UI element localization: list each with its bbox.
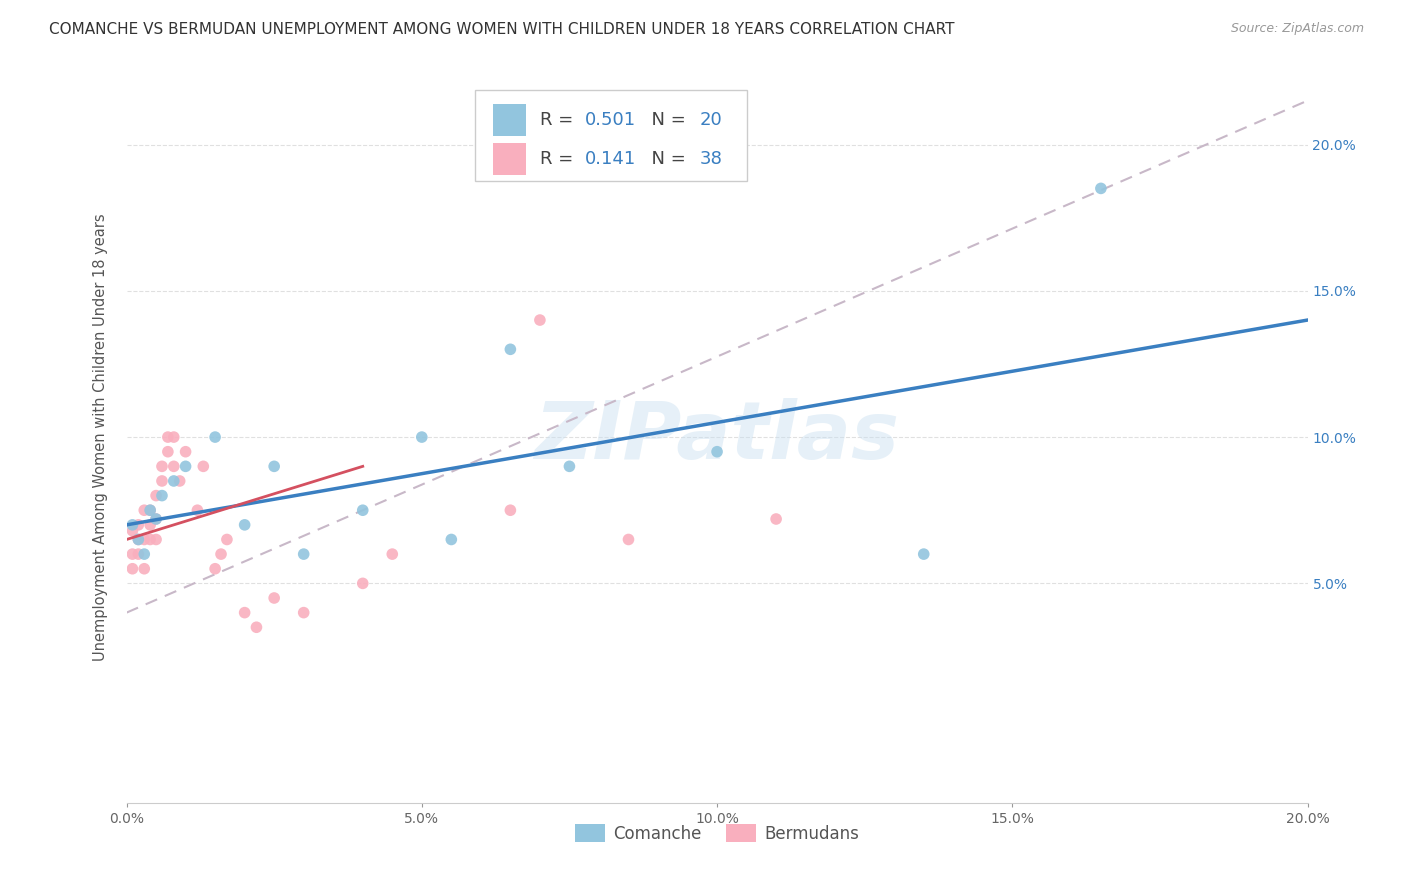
Point	[121, 524, 143, 538]
Text: 0.141: 0.141	[585, 150, 636, 168]
Point	[139, 503, 162, 517]
Point	[145, 489, 167, 503]
Y-axis label: Unemployment Among Women with Children Under 18 years: Unemployment Among Women with Children U…	[93, 213, 108, 661]
Point	[617, 533, 640, 547]
Point	[204, 562, 226, 576]
Point	[169, 474, 191, 488]
Point	[215, 533, 238, 547]
Point	[706, 444, 728, 458]
Text: 0.501: 0.501	[585, 112, 636, 129]
Point	[233, 517, 256, 532]
Point	[263, 459, 285, 474]
Point	[204, 430, 226, 444]
Point	[163, 430, 186, 444]
Text: N =: N =	[640, 112, 692, 129]
Point	[134, 562, 156, 576]
Point	[134, 503, 156, 517]
Point	[186, 503, 208, 517]
Point	[245, 620, 267, 634]
Point	[127, 533, 149, 547]
Point	[156, 430, 179, 444]
Point	[193, 459, 215, 474]
Legend: Comanche, Bermudans: Comanche, Bermudans	[568, 818, 866, 849]
Text: R =: R =	[540, 112, 579, 129]
FancyBboxPatch shape	[492, 104, 526, 136]
Point	[150, 459, 173, 474]
Point	[558, 459, 581, 474]
Point	[292, 606, 315, 620]
Point	[134, 547, 156, 561]
Point	[233, 606, 256, 620]
Point	[174, 444, 197, 458]
Point	[292, 547, 315, 561]
FancyBboxPatch shape	[475, 90, 747, 181]
Point	[163, 459, 186, 474]
Text: ZIPatlas: ZIPatlas	[534, 398, 900, 476]
Point	[121, 562, 143, 576]
Point	[209, 547, 232, 561]
Point	[156, 444, 179, 458]
Text: COMANCHE VS BERMUDAN UNEMPLOYMENT AMONG WOMEN WITH CHILDREN UNDER 18 YEARS CORRE: COMANCHE VS BERMUDAN UNEMPLOYMENT AMONG …	[49, 22, 955, 37]
Point	[139, 503, 162, 517]
Point	[145, 512, 167, 526]
Text: Source: ZipAtlas.com: Source: ZipAtlas.com	[1230, 22, 1364, 36]
Point	[150, 489, 173, 503]
FancyBboxPatch shape	[492, 143, 526, 175]
Text: R =: R =	[540, 150, 579, 168]
Point	[121, 517, 143, 532]
Point	[352, 503, 374, 517]
Text: 20: 20	[699, 112, 723, 129]
Point	[499, 503, 522, 517]
Point	[1090, 181, 1112, 195]
Point	[163, 474, 186, 488]
Point	[150, 474, 173, 488]
Point	[912, 547, 935, 561]
Point	[139, 517, 162, 532]
Point	[139, 533, 162, 547]
Point	[499, 343, 522, 357]
Point	[145, 512, 167, 526]
Text: 38: 38	[699, 150, 723, 168]
Point	[263, 591, 285, 605]
Point	[352, 576, 374, 591]
Point	[127, 533, 149, 547]
Point	[127, 547, 149, 561]
Point	[134, 533, 156, 547]
Text: N =: N =	[640, 150, 692, 168]
Point	[145, 533, 167, 547]
Point	[121, 547, 143, 561]
Point	[381, 547, 404, 561]
Point	[765, 512, 787, 526]
Point	[529, 313, 551, 327]
Point	[174, 459, 197, 474]
Point	[411, 430, 433, 444]
Point	[440, 533, 463, 547]
Point	[127, 517, 149, 532]
